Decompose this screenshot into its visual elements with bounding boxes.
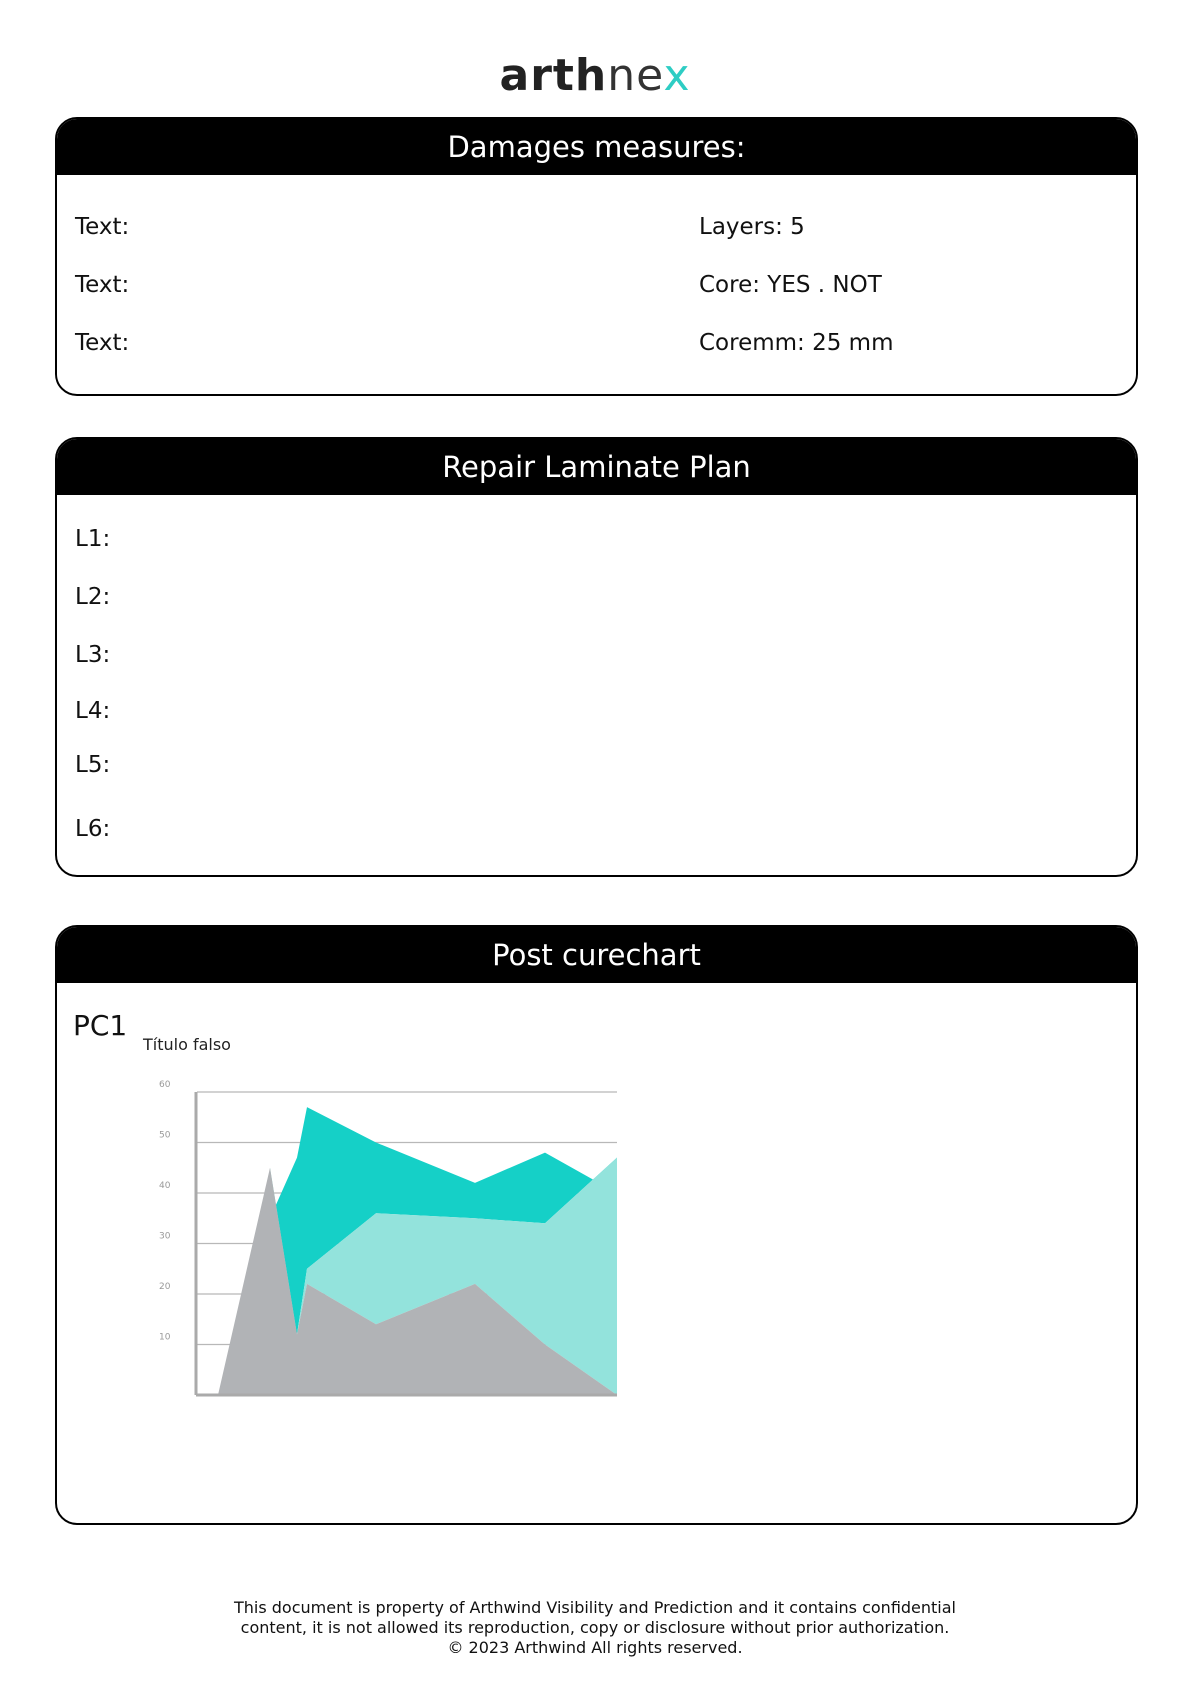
y-tick-label-30: 30 bbox=[159, 1232, 171, 1242]
damages-text-field-2: Text: bbox=[75, 272, 130, 298]
damages-text-field-1: Text: bbox=[75, 214, 130, 240]
y-tick-label-60: 60 bbox=[159, 1080, 171, 1090]
core-field: Core: YES . NOT bbox=[699, 272, 882, 298]
post-curechart-title: Post curechart bbox=[57, 927, 1136, 983]
coremm-field: Coremm: 25 mm bbox=[699, 330, 894, 356]
company-logo: arthnex bbox=[0, 48, 1190, 104]
damages-text-field-3: Text: bbox=[75, 330, 130, 356]
pc-label: PC1 bbox=[73, 1009, 128, 1042]
logo-text-bold: arth bbox=[499, 50, 608, 101]
layer-4-field: L4: bbox=[75, 698, 111, 724]
series-area-1 bbox=[218, 1167, 617, 1395]
layer-5-field: L5: bbox=[75, 752, 111, 778]
y-tick-label-50: 50 bbox=[159, 1131, 171, 1141]
post-cure-chart: 10 20 30 40 50 60 bbox=[159, 1080, 617, 1397]
footer-line-2: content, it is not allowed its reproduct… bbox=[240, 1618, 950, 1637]
footer-disclaimer: This document is property of Arthwind Vi… bbox=[0, 1598, 1190, 1658]
footer-copyright: © 2023 Arthwind All rights reserved. bbox=[447, 1638, 743, 1657]
series-area-3 bbox=[270, 1107, 617, 1335]
damages-measures-panel: Damages measures: Text: Text: Text: Laye… bbox=[55, 117, 1138, 396]
post-curechart-panel: Post curechart PC1 Título falso 10 20 30 40… bbox=[55, 925, 1138, 1525]
layer-6-field: L6: bbox=[75, 816, 111, 842]
series-area-2 bbox=[270, 1157, 617, 1395]
damages-measures-title: Damages measures: bbox=[57, 119, 1136, 175]
footer-line-1: This document is property of Arthwind Vi… bbox=[233, 1598, 956, 1617]
repair-laminate-plan-panel: Repair Laminate Plan L1: L2: L3: L4: L5:… bbox=[55, 437, 1138, 877]
y-tick-label-10: 10 bbox=[159, 1333, 171, 1343]
layer-3-field: L3: bbox=[75, 642, 111, 668]
repair-laminate-plan-title: Repair Laminate Plan bbox=[57, 439, 1136, 495]
y-tick-label-20: 20 bbox=[159, 1282, 171, 1292]
chart-title: Título falso bbox=[143, 1035, 231, 1054]
layers-field: Layers: 5 bbox=[699, 214, 805, 240]
y-tick-label-40: 40 bbox=[159, 1181, 171, 1191]
logo-text-light: ne bbox=[607, 50, 664, 101]
layer-2-field: L2: bbox=[75, 584, 111, 610]
layer-1-field: L1: bbox=[75, 526, 111, 552]
logo-text-accent: x bbox=[663, 50, 691, 101]
